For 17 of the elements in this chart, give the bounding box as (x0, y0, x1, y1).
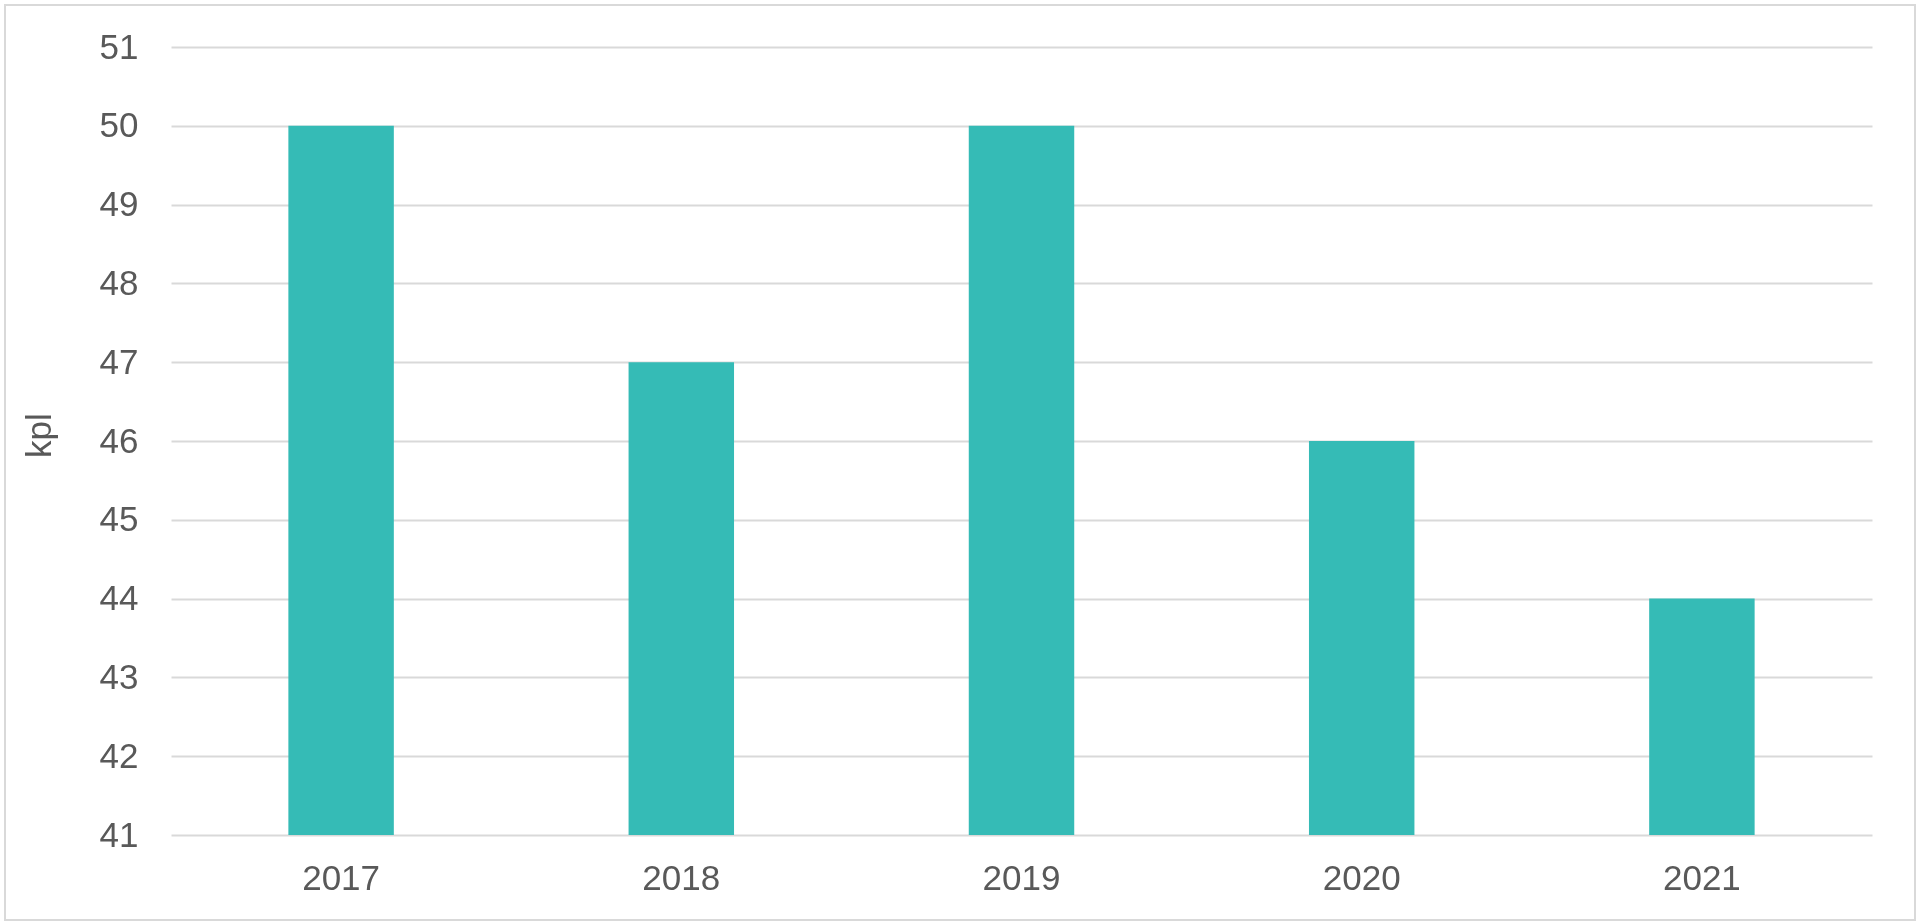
x-tick-label: 2020 (1322, 857, 1401, 897)
y-tick-label: 43 (99, 656, 139, 696)
y-tick-label: 41 (99, 814, 139, 854)
y-tick-label: 49 (99, 184, 139, 224)
y-tick-label: 47 (99, 341, 139, 381)
x-tick-label: 2017 (302, 857, 381, 897)
y-tick-label: 45 (99, 499, 139, 539)
y-tick-label: 48 (99, 262, 139, 302)
x-tick-label: 2018 (642, 857, 721, 897)
y-tick-label: 46 (99, 420, 139, 460)
y-tick-label: 51 (99, 26, 139, 66)
y-tick-label: 50 (99, 105, 139, 145)
y-tick-label: 44 (99, 578, 139, 618)
y-axis-title: kpl (18, 413, 58, 458)
y-tick-label: 42 (99, 735, 139, 775)
x-tick-label: 2021 (1662, 857, 1741, 897)
x-tick-label: 2019 (982, 857, 1061, 897)
